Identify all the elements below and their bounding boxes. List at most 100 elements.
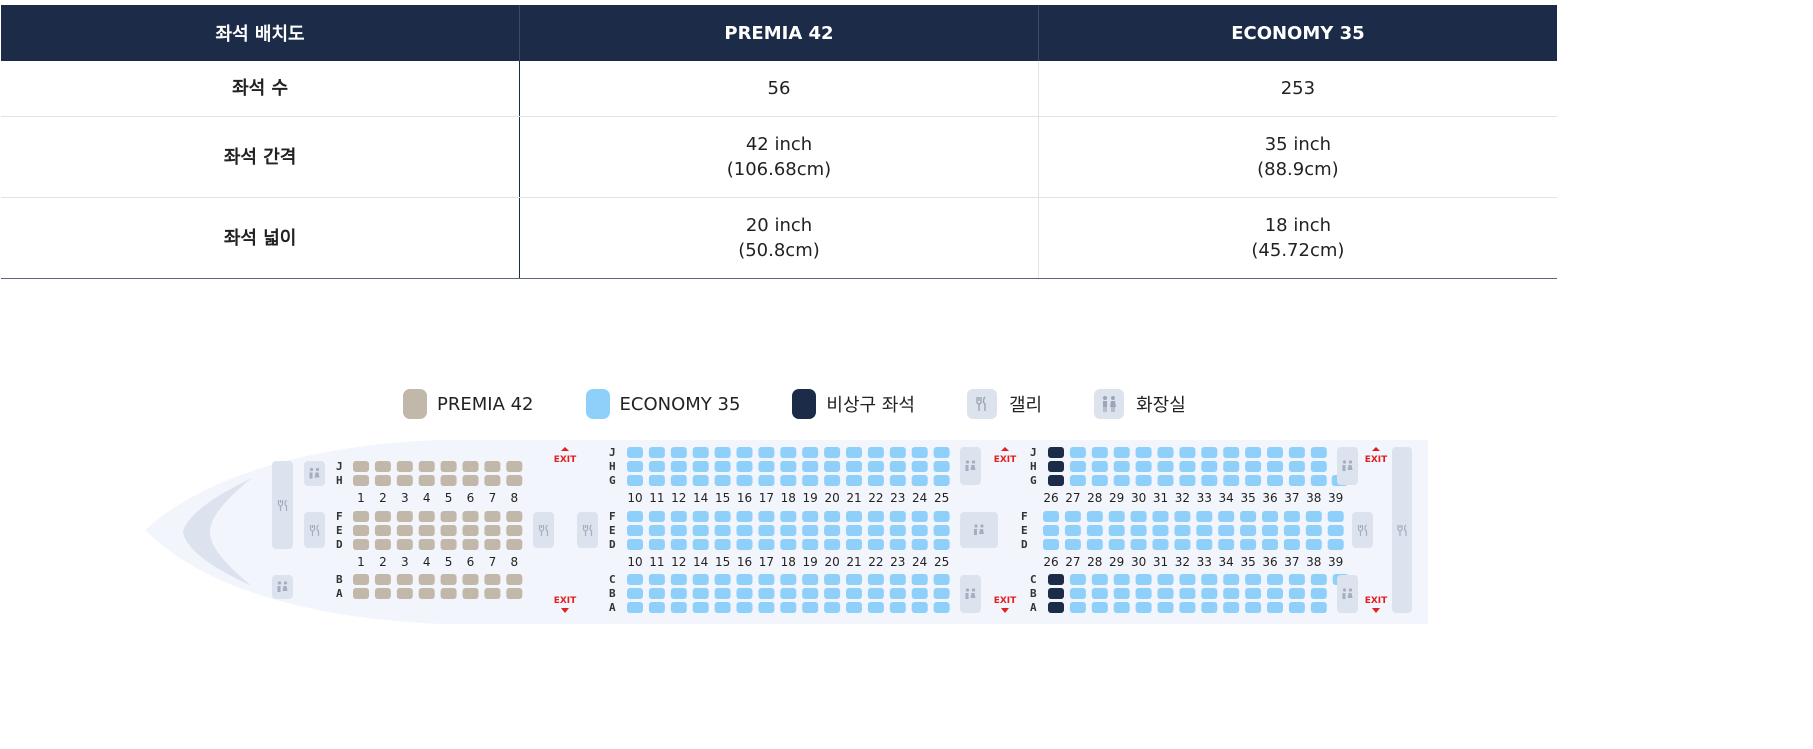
seat-exit-row[interactable]: [1048, 574, 1064, 585]
seat-economy[interactable]: [1310, 588, 1327, 599]
seat-economy[interactable]: [736, 539, 753, 550]
seat-economy[interactable]: [933, 511, 950, 522]
seat-premia[interactable]: [353, 461, 369, 472]
seat-exit-row[interactable]: [1048, 602, 1064, 613]
seat-economy[interactable]: [758, 525, 775, 536]
seat-economy[interactable]: [1135, 588, 1152, 599]
seat-economy[interactable]: [780, 602, 797, 613]
seat-premia[interactable]: [418, 525, 435, 536]
seat-economy[interactable]: [1069, 588, 1086, 599]
seat-economy[interactable]: [824, 539, 841, 550]
seat-premia[interactable]: [374, 574, 391, 585]
seat-economy[interactable]: [627, 539, 643, 550]
seat-economy[interactable]: [1218, 525, 1235, 536]
seat-economy[interactable]: [670, 447, 687, 458]
seat-economy[interactable]: [1135, 602, 1152, 613]
seat-premia[interactable]: [353, 574, 369, 585]
seat-economy[interactable]: [670, 588, 687, 599]
seat-economy[interactable]: [692, 475, 709, 486]
seat-premia[interactable]: [440, 511, 457, 522]
seat-premia[interactable]: [353, 539, 369, 550]
seat-economy[interactable]: [824, 588, 841, 599]
seat-economy[interactable]: [1310, 475, 1327, 486]
seat-premia[interactable]: [440, 588, 457, 599]
seat-economy[interactable]: [1201, 475, 1218, 486]
seat-economy[interactable]: [846, 525, 862, 536]
seat-economy[interactable]: [933, 525, 950, 536]
seat-premia[interactable]: [462, 475, 479, 486]
seat-economy[interactable]: [627, 588, 643, 599]
seat-economy[interactable]: [1113, 475, 1130, 486]
seat-economy[interactable]: [889, 525, 906, 536]
seat-economy[interactable]: [758, 574, 775, 585]
seat-economy[interactable]: [1091, 602, 1108, 613]
seat-economy[interactable]: [1113, 574, 1130, 585]
seat-economy[interactable]: [1267, 475, 1283, 486]
seat-premia[interactable]: [440, 539, 457, 550]
seat-economy[interactable]: [692, 511, 709, 522]
seat-economy[interactable]: [780, 525, 797, 536]
seat-economy[interactable]: [1113, 602, 1130, 613]
seat-premia[interactable]: [484, 588, 501, 599]
seat-premia[interactable]: [418, 511, 435, 522]
seat-economy[interactable]: [933, 461, 950, 472]
seat-premia[interactable]: [484, 461, 501, 472]
seat-economy[interactable]: [1157, 574, 1174, 585]
seat-economy[interactable]: [714, 511, 731, 522]
seat-economy[interactable]: [1245, 574, 1262, 585]
seat-economy[interactable]: [1196, 525, 1213, 536]
seat-economy[interactable]: [846, 602, 862, 613]
seat-economy[interactable]: [911, 539, 928, 550]
seat-economy[interactable]: [670, 511, 687, 522]
seat-economy[interactable]: [1240, 511, 1257, 522]
seat-economy[interactable]: [1135, 461, 1152, 472]
seat-premia[interactable]: [440, 574, 457, 585]
seat-economy[interactable]: [889, 475, 906, 486]
seat-premia[interactable]: [374, 588, 391, 599]
seat-economy[interactable]: [846, 461, 862, 472]
seat-economy[interactable]: [648, 447, 665, 458]
seat-premia[interactable]: [440, 461, 457, 472]
seat-economy[interactable]: [1267, 574, 1283, 585]
seat-economy[interactable]: [824, 602, 841, 613]
seat-economy[interactable]: [889, 511, 906, 522]
seat-economy[interactable]: [889, 539, 906, 550]
seat-economy[interactable]: [867, 475, 884, 486]
seat-economy[interactable]: [1288, 475, 1305, 486]
seat-economy[interactable]: [1201, 447, 1218, 458]
seat-economy[interactable]: [1245, 588, 1262, 599]
seat-economy[interactable]: [1130, 539, 1147, 550]
seat-economy[interactable]: [780, 511, 797, 522]
seat-economy[interactable]: [1043, 525, 1059, 536]
seat-economy[interactable]: [1327, 511, 1344, 522]
seat-economy[interactable]: [714, 539, 731, 550]
seat-economy[interactable]: [1113, 588, 1130, 599]
seat-economy[interactable]: [802, 574, 819, 585]
seat-economy[interactable]: [736, 475, 753, 486]
seat-economy[interactable]: [1064, 525, 1081, 536]
seat-economy[interactable]: [802, 525, 819, 536]
seat-premia[interactable]: [374, 475, 391, 486]
seat-economy[interactable]: [1174, 525, 1191, 536]
seat-premia[interactable]: [396, 511, 413, 522]
seat-premia[interactable]: [418, 475, 435, 486]
seat-economy[interactable]: [867, 588, 884, 599]
seat-economy[interactable]: [1135, 574, 1152, 585]
seat-economy[interactable]: [1223, 602, 1240, 613]
seat-economy[interactable]: [1288, 602, 1305, 613]
seat-premia[interactable]: [353, 588, 369, 599]
seat-economy[interactable]: [1091, 588, 1108, 599]
seat-premia[interactable]: [484, 475, 501, 486]
seat-economy[interactable]: [867, 539, 884, 550]
seat-economy[interactable]: [1223, 574, 1240, 585]
seat-economy[interactable]: [824, 511, 841, 522]
seat-economy[interactable]: [911, 475, 928, 486]
seat-premia[interactable]: [462, 574, 479, 585]
seat-economy[interactable]: [1196, 511, 1213, 522]
seat-economy[interactable]: [1201, 588, 1218, 599]
seat-exit-row[interactable]: [1048, 447, 1064, 458]
seat-economy[interactable]: [758, 511, 775, 522]
seat-economy[interactable]: [911, 525, 928, 536]
seat-economy[interactable]: [1201, 461, 1218, 472]
seat-economy[interactable]: [802, 539, 819, 550]
